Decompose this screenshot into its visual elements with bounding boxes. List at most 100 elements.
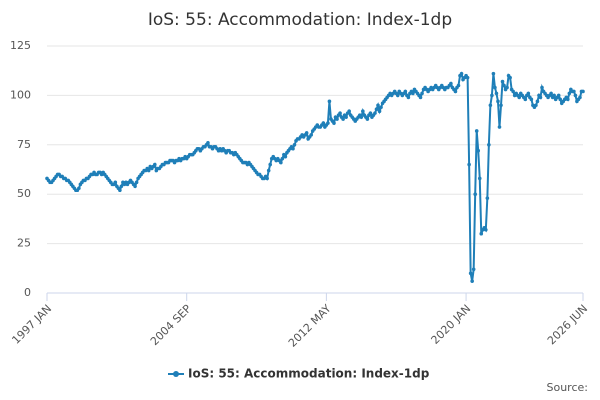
data-point [578, 95, 582, 100]
data-point [332, 121, 336, 125]
data-point [558, 97, 563, 102]
data-point [476, 148, 481, 153]
data-point [379, 105, 383, 110]
data-point [465, 75, 470, 80]
data-point [321, 121, 326, 125]
data-point [309, 133, 314, 137]
y-tick-label: 75 [17, 138, 31, 151]
data-point [488, 103, 493, 108]
data-point [474, 129, 479, 133]
data-point [403, 89, 408, 94]
data-point [523, 97, 528, 102]
x-tick-label: 2026 JUN [545, 302, 590, 347]
data-point [280, 156, 285, 161]
data-point [508, 75, 512, 80]
data-point [467, 162, 471, 167]
data-point [556, 93, 561, 98]
data-point [499, 103, 503, 108]
data-point [373, 111, 377, 115]
data-point [581, 89, 585, 94]
x-tick-label: 2012 MAY [286, 302, 334, 350]
data-point [365, 117, 370, 121]
data-point [279, 160, 283, 165]
source-label: Source: [547, 381, 589, 394]
y-tick-label: 50 [17, 187, 31, 200]
data-point [266, 168, 271, 173]
data-point [344, 115, 348, 119]
y-tick-label: 25 [17, 237, 31, 250]
data-point [529, 97, 534, 102]
data-point [485, 196, 490, 200]
data-point [341, 117, 345, 121]
data-point [538, 95, 543, 100]
data-point [326, 121, 330, 125]
legend-marker [173, 371, 179, 377]
data-point [517, 95, 522, 100]
data-point [477, 176, 482, 181]
data-point [535, 99, 540, 104]
data-point [304, 131, 309, 135]
data-point [418, 95, 423, 100]
data-point [359, 115, 364, 119]
data-point [493, 85, 497, 90]
data-point [573, 93, 578, 98]
data-point [153, 162, 157, 167]
legend-item: IoS: 55: Accommodation: Index-1dp [168, 367, 430, 381]
data-point [552, 93, 556, 98]
data-point [327, 99, 332, 104]
x-tick-label: 2004 SEP [148, 302, 194, 348]
y-tick-label: 100 [10, 88, 31, 101]
data-point [134, 180, 139, 185]
data-point [268, 162, 273, 167]
data-point [376, 103, 380, 108]
data-point [526, 91, 531, 96]
data-point [146, 168, 151, 173]
data-point [540, 85, 544, 90]
data-point [291, 146, 295, 151]
data-point [77, 186, 81, 191]
data-point [374, 107, 379, 112]
data-point [411, 91, 415, 96]
data-point [494, 91, 499, 96]
data-point [505, 85, 509, 90]
data-point [484, 227, 488, 232]
data-point [113, 180, 118, 185]
data-point [292, 143, 297, 147]
data-point [567, 91, 572, 96]
data-point [487, 143, 491, 147]
data-point [479, 231, 484, 236]
data-point [459, 71, 464, 76]
data-point [347, 109, 351, 114]
chart-title: IoS: 55: Accommodation: Index-1dp [148, 10, 452, 30]
data-point [534, 103, 538, 108]
data-point [368, 111, 373, 115]
data-point [395, 93, 400, 98]
data-point [420, 91, 424, 96]
data-point [473, 192, 477, 196]
data-point [491, 71, 496, 76]
data-point [456, 83, 461, 88]
y-tick-label: 0 [24, 286, 31, 299]
data-point [361, 109, 365, 114]
data-point [406, 95, 411, 100]
x-tick-label: 1997 JAN [9, 302, 54, 347]
data-point [496, 99, 500, 104]
data-point [497, 125, 502, 129]
data-point [206, 141, 210, 145]
data-point [377, 109, 382, 114]
data-point [471, 267, 476, 272]
data-point [283, 154, 288, 159]
data-point [335, 117, 339, 121]
data-point [549, 91, 553, 96]
data-point [470, 279, 474, 283]
data-point [566, 97, 570, 102]
x-tick-label: 2020 JAN [429, 302, 474, 347]
data-point [449, 81, 453, 86]
y-tick-label: 125 [10, 39, 31, 52]
data-point [490, 93, 494, 98]
data-point [265, 176, 269, 181]
data-point [338, 111, 342, 115]
data-point [118, 188, 122, 193]
